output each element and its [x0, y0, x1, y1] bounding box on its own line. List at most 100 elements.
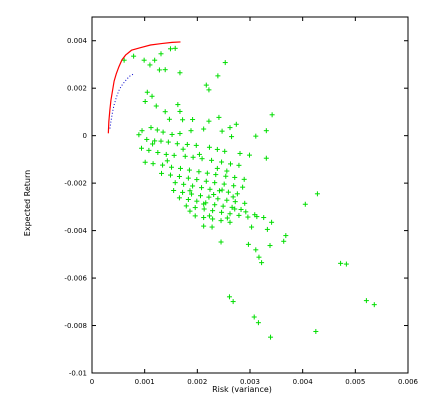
scatter-point: [164, 158, 170, 164]
scatter-point: [153, 103, 159, 109]
scatter-point: [136, 132, 142, 138]
scatter-point: [203, 82, 209, 88]
scatter-point: [236, 162, 242, 168]
scatter-point: [146, 147, 152, 153]
scatter-point: [162, 67, 168, 73]
x-tick-label: 0.004: [293, 378, 314, 386]
y-tick-label: -0.008: [64, 322, 87, 330]
scatter-point: [224, 215, 230, 221]
scatter-point: [214, 146, 220, 152]
scatter-point: [223, 173, 229, 179]
scatter-point: [228, 161, 234, 167]
scatter-point: [212, 180, 218, 186]
scatter-point: [192, 205, 198, 211]
scatter-point: [219, 159, 225, 165]
scatter-point: [190, 183, 196, 189]
scatter-point: [177, 108, 183, 114]
scatter-point: [253, 133, 259, 139]
scatter-point: [222, 148, 228, 154]
x-tick-label: 0.005: [345, 378, 365, 386]
scatter-point: [160, 162, 166, 168]
scatter-point: [183, 203, 189, 209]
scatter-point: [158, 138, 164, 144]
scatter-point: [204, 170, 210, 176]
scatter-point: [169, 164, 175, 170]
scatter-point: [259, 260, 265, 266]
scatter-point: [193, 142, 199, 148]
scatter-point: [234, 191, 240, 197]
scatter-point: [155, 150, 161, 156]
scatter-series: [121, 45, 377, 340]
scatter-point: [215, 73, 221, 79]
scatter-point: [162, 109, 168, 115]
scatter-point: [281, 238, 287, 244]
scatter-point: [236, 212, 242, 218]
scatter-point: [226, 294, 232, 300]
scatter-point: [219, 128, 225, 134]
scatter-point: [261, 215, 267, 221]
scatter-point: [184, 141, 190, 147]
scatter-point: [283, 233, 289, 239]
scatter-point: [142, 98, 148, 104]
scatter-point: [302, 201, 308, 207]
scatter-point: [187, 208, 193, 214]
frontier-dotted-line: [109, 73, 134, 129]
scatter-point: [245, 241, 251, 247]
scatter-point: [165, 139, 171, 145]
scatter-point: [150, 141, 156, 147]
scatter-point: [201, 201, 207, 207]
scatter-point: [249, 224, 255, 230]
scatter-point: [194, 198, 200, 204]
x-tick-label: 0: [90, 378, 94, 386]
scatter-point: [269, 112, 275, 118]
scatter-point: [224, 168, 230, 174]
scatter-point: [229, 134, 235, 140]
scatter-point: [251, 314, 257, 320]
scatter-point: [206, 87, 212, 93]
plot-border: [91, 16, 409, 374]
scatter-point: [218, 218, 224, 224]
y-tick-label: 0: [83, 132, 87, 140]
scatter-point: [149, 93, 155, 99]
y-tick-label: -0.002: [64, 180, 87, 188]
scatter-point: [216, 188, 222, 194]
scatter-point: [201, 126, 207, 132]
scatter-point: [252, 212, 258, 218]
scatter-point: [232, 199, 238, 205]
scatter-point: [171, 187, 177, 193]
scatter-point: [206, 213, 212, 219]
scatter-point: [167, 172, 173, 178]
scatter-point: [141, 57, 147, 63]
scatter-point: [150, 161, 156, 167]
scatter-point: [222, 60, 228, 66]
scatter-point: [196, 169, 202, 175]
y-tick-label: -0.01: [69, 370, 87, 378]
scatter-point: [171, 152, 177, 158]
scatter-point: [185, 197, 191, 203]
frontier-series: [107, 41, 181, 134]
scatter-point: [144, 136, 150, 142]
scatter-point: [167, 46, 173, 52]
scatter-point: [219, 187, 225, 193]
scatter-point: [227, 219, 233, 225]
scatter-point: [152, 138, 158, 144]
scatter-point: [188, 128, 194, 134]
scatter-point: [210, 216, 216, 222]
scatter-point: [232, 206, 238, 212]
scatter-point: [176, 195, 182, 201]
scatter-point: [267, 243, 273, 249]
scatter-point: [203, 178, 209, 184]
scatter-point: [144, 89, 150, 95]
scatter-point: [243, 209, 249, 215]
scatter-point: [187, 188, 193, 194]
scatter-point: [148, 125, 154, 131]
scatter-point: [255, 320, 261, 326]
scatter-point: [206, 118, 212, 124]
scatter-point: [160, 129, 166, 135]
scatter-point: [214, 165, 220, 171]
scatter-point: [180, 117, 186, 123]
scatter-point: [269, 219, 275, 225]
scatter-point: [177, 70, 183, 76]
x-tick-label: 0.006: [398, 378, 419, 386]
scatter-point: [156, 67, 162, 73]
